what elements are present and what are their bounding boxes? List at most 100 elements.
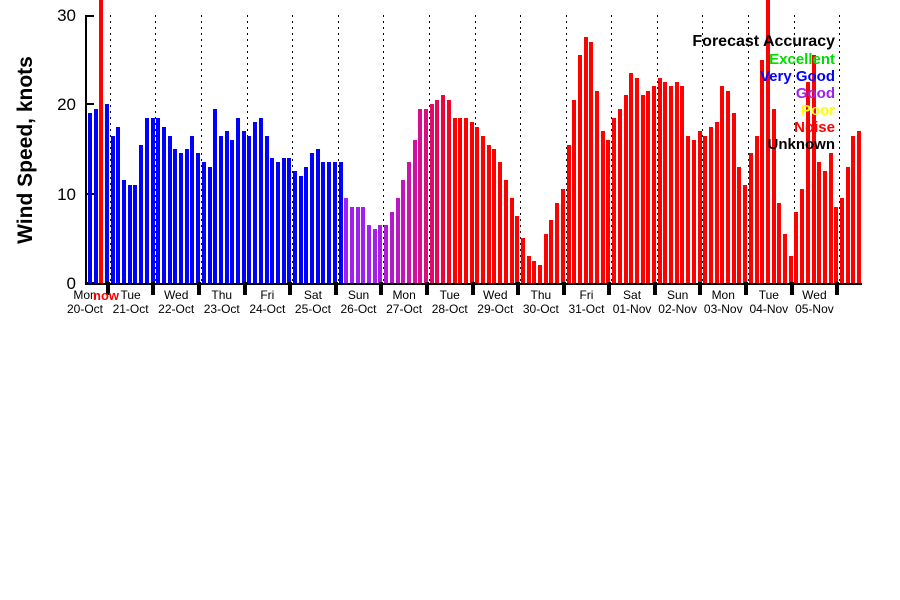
wind-bar xyxy=(224,131,229,283)
wind-bar xyxy=(389,211,394,283)
x-axis-day-label: Tue 21-Oct xyxy=(96,288,166,316)
wind-bar xyxy=(560,189,565,283)
y-axis-tick xyxy=(87,15,94,17)
wind-bar xyxy=(720,86,725,283)
x-axis-day-label: Fri 24-Oct xyxy=(232,288,302,316)
day-boundary-tick xyxy=(105,282,110,295)
wind-bar xyxy=(201,162,206,283)
day-name: Sun xyxy=(347,288,370,302)
wind-bar xyxy=(600,131,605,283)
x-axis-day-label: Sun 26-Oct xyxy=(324,288,394,316)
day-date: 22-Oct xyxy=(158,302,195,316)
x-axis-day-label: Sun 02-Nov xyxy=(643,288,713,316)
wind-bar xyxy=(526,256,531,283)
wind-bar xyxy=(327,162,332,283)
wind-bar xyxy=(800,189,805,283)
day-date: 31-Oct xyxy=(568,302,605,316)
day-gridline xyxy=(474,15,476,283)
day-name: Thu xyxy=(530,288,552,302)
day-boundary-tick xyxy=(607,282,612,295)
wind-bar xyxy=(555,202,560,283)
y-axis-tick-label: 20 xyxy=(57,95,76,115)
day-boundary-tick xyxy=(516,282,521,295)
wind-bar xyxy=(253,122,258,283)
day-date: 30-Oct xyxy=(522,302,559,316)
wind-bar xyxy=(777,202,782,283)
day-gridline xyxy=(520,15,522,283)
day-name: Tue xyxy=(439,288,460,302)
wind-bar xyxy=(572,99,577,283)
day-gridline xyxy=(611,15,613,283)
wind-bar xyxy=(617,108,622,283)
wind-bar xyxy=(395,198,400,283)
wind-bar xyxy=(332,162,337,283)
day-boundary-tick xyxy=(835,282,840,295)
day-name: Wed xyxy=(483,288,508,302)
y-axis-tick-label: 0 xyxy=(66,274,76,293)
day-gridline xyxy=(383,15,385,283)
wind-bar xyxy=(156,117,161,283)
x-axis-day-label: Mon 03-Nov xyxy=(688,288,758,316)
day-gridline xyxy=(839,15,841,283)
wind-bar xyxy=(338,162,343,283)
wind-bar xyxy=(196,153,201,283)
wind-bar xyxy=(623,95,628,283)
wind-bar xyxy=(355,207,360,283)
wind-bar xyxy=(236,117,240,283)
wind-bar xyxy=(441,95,446,283)
wind-bar xyxy=(207,166,212,283)
x-axis-day-label: Tue 28-Oct xyxy=(415,288,485,316)
wind-bar xyxy=(583,37,588,283)
wind-bar xyxy=(275,162,280,283)
wind-bar xyxy=(634,77,639,283)
wind-bar xyxy=(783,233,788,283)
day-name: Mon xyxy=(711,288,735,302)
legend-title: Forecast Accuracy xyxy=(692,33,835,50)
wind-bar xyxy=(840,198,845,283)
day-gridline xyxy=(200,15,202,283)
day-name: Sat xyxy=(623,288,642,302)
wind-bar xyxy=(760,59,765,283)
wind-bar xyxy=(372,229,377,283)
day-date: 25-Oct xyxy=(294,302,331,316)
wind-bar xyxy=(435,99,440,283)
day-date: 02-Nov xyxy=(658,302,697,316)
y-axis-tick xyxy=(87,103,94,106)
wind-bar xyxy=(384,224,389,283)
wind-bar xyxy=(110,135,115,283)
x-axis-day-label: Sat 25-Oct xyxy=(278,288,348,316)
wind-bar xyxy=(406,162,411,283)
day-boundary-tick xyxy=(288,282,293,295)
day-gridline xyxy=(748,15,750,283)
wind-bar xyxy=(184,149,189,283)
day-gridline xyxy=(246,15,248,283)
wind-bar xyxy=(691,140,696,283)
wind-bar xyxy=(190,135,195,283)
day-boundary-tick xyxy=(698,282,703,295)
wind-bar xyxy=(87,113,92,283)
wind-bar xyxy=(469,122,474,283)
wind-bar xyxy=(822,171,827,283)
day-date: 26-Oct xyxy=(340,302,377,316)
wind-bar xyxy=(213,108,218,283)
wind-bar xyxy=(686,135,691,283)
wind-bar xyxy=(298,175,303,283)
wind-bar xyxy=(310,153,315,283)
wind-bar xyxy=(765,0,770,283)
wind-bar xyxy=(708,126,713,283)
day-boundary-tick xyxy=(151,282,156,295)
wind-bar xyxy=(241,131,246,283)
wind-bar xyxy=(680,86,685,283)
y-axis-tick-label: 10 xyxy=(57,184,76,204)
wind-bar xyxy=(412,140,417,283)
wind-bar xyxy=(851,135,856,283)
day-date: 29-Oct xyxy=(477,302,514,316)
wind-bar xyxy=(167,135,172,283)
day-name: Tue xyxy=(120,288,141,302)
wind-bar xyxy=(543,233,548,283)
day-boundary-tick xyxy=(561,282,566,295)
wind-bar xyxy=(538,265,543,283)
day-date: 05-Nov xyxy=(795,302,834,316)
wind-bar xyxy=(475,126,480,283)
wind-bar xyxy=(481,135,486,283)
